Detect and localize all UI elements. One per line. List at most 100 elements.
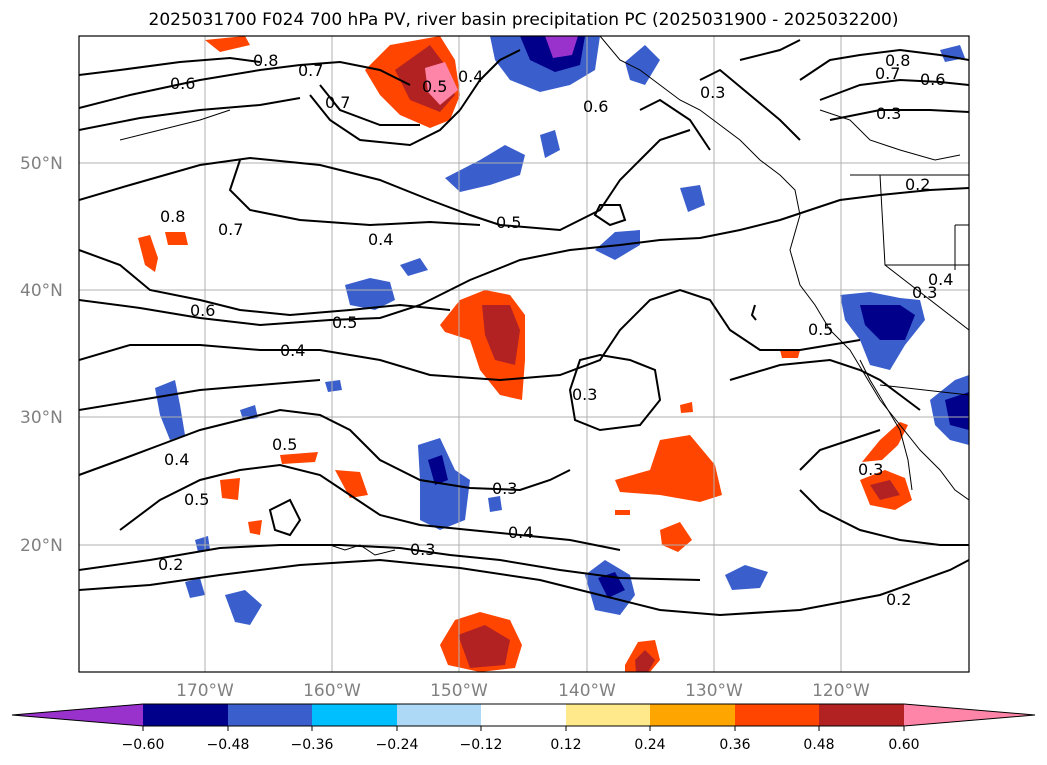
contour-label: 0.6 <box>920 70 945 89</box>
contour-label: 0.4 <box>508 523 533 542</box>
contour-label: 0.2 <box>158 555 183 574</box>
lon-label: 170°W <box>176 681 234 701</box>
contour-label: 0.4 <box>928 270 953 289</box>
negative-anomaly-region <box>185 578 205 598</box>
colorbar-tick-label: 0.60 <box>888 737 919 753</box>
positive-anomaly-region <box>138 235 158 272</box>
contour-label: 0.5 <box>272 435 297 454</box>
contour-label: 0.4 <box>458 67 483 86</box>
negative-anomaly-region <box>155 380 185 440</box>
colorbar-tick-label: −0.48 <box>207 737 250 753</box>
lat-label: 30°N <box>20 408 63 428</box>
colorbar-extend-low <box>12 704 143 726</box>
negative-anomaly-region <box>545 36 578 58</box>
negative-anomaly-region <box>540 130 560 158</box>
colorbar-segment <box>735 704 819 726</box>
contour-label: 0.4 <box>164 450 189 469</box>
positive-anomaly-region <box>280 452 318 464</box>
colorbar-segment <box>312 704 397 726</box>
positive-anomaly-region <box>165 232 188 245</box>
colorbar-tick-label: 0.36 <box>719 737 750 753</box>
positive-anomaly-region <box>248 520 262 535</box>
lon-label: 130°W <box>685 681 743 701</box>
contour-label: 0.3 <box>912 283 937 302</box>
map-gridlines <box>79 36 969 672</box>
negative-anomaly-region <box>860 305 915 340</box>
contour-label: 0.4 <box>280 341 305 360</box>
contour-label: 0.7 <box>325 93 350 112</box>
negative-anomaly-region <box>325 380 342 392</box>
contour-label: 0.2 <box>905 175 930 194</box>
contour-label: 0.2 <box>886 590 911 609</box>
coastlines <box>119 36 969 556</box>
positive-anomaly-region <box>870 480 900 500</box>
lat-label: 20°N <box>20 536 63 556</box>
positive-anomaly-region <box>615 435 722 502</box>
lat-label: 50°N <box>20 154 63 174</box>
negative-anomaly-region <box>625 45 660 85</box>
positive-anomaly-region <box>425 62 458 105</box>
map-title: 2025031700 F024 700 hPa PV, river basin … <box>148 10 899 30</box>
colorbar-tick-label: −0.24 <box>376 737 419 753</box>
negative-anomaly-region <box>945 392 969 430</box>
contour-label: 0.6 <box>190 301 215 320</box>
contour-label: 0.5 <box>184 490 209 509</box>
colorbar-tick-label: 0.12 <box>550 737 581 753</box>
contour-label: 0.8 <box>885 51 910 70</box>
contour-label: 0.6 <box>170 74 195 93</box>
latitude-labels: 50°N 40°N 30°N 20°N <box>20 154 63 556</box>
negative-anomaly-region <box>225 590 262 625</box>
positive-anomaly-region <box>635 650 655 672</box>
negative-anomaly-region <box>345 278 395 310</box>
colorbar: −0.60 −0.48 −0.36 −0.24 −0.12 0.12 0.24 … <box>11 703 1036 753</box>
negative-anomaly-region <box>680 185 705 212</box>
contour-label: 0.3 <box>700 83 725 102</box>
positive-anomaly-region <box>482 305 520 365</box>
colorbar-segment <box>566 704 650 726</box>
colorbar-segment <box>481 704 566 726</box>
negative-anomaly-region <box>445 145 525 192</box>
negative-anomaly-region <box>195 536 210 552</box>
positive-anomaly-region <box>615 510 630 515</box>
pv-contour-labels: 0.8 0.7 0.6 0.5 0.4 0.7 0.6 0.3 0.8 0.7 … <box>158 51 953 609</box>
contour-label: 0.3 <box>858 460 883 479</box>
contour-label: 0.8 <box>160 207 185 226</box>
contour-label: 0.4 <box>368 230 393 249</box>
negative-anomaly-region <box>428 455 448 485</box>
lon-label: 160°W <box>303 681 361 701</box>
colorbar-segment <box>397 704 481 726</box>
lon-label: 150°W <box>430 681 488 701</box>
contour-label: 0.3 <box>876 104 901 123</box>
lon-label: 120°W <box>812 681 870 701</box>
negative-anomaly-region <box>488 496 502 512</box>
positive-anomaly-region <box>862 422 908 462</box>
negative-anomaly-region <box>725 565 768 590</box>
negative-anomaly-region <box>400 258 428 276</box>
positive-anomaly-region <box>335 470 368 498</box>
map-border <box>78 35 970 673</box>
positive-anomaly-region <box>680 402 693 413</box>
contour-label: 0.3 <box>492 479 517 498</box>
positive-anomaly-region <box>205 36 250 52</box>
colorbar-tick-label: −0.60 <box>122 737 165 753</box>
contour-label: 0.3 <box>572 385 597 404</box>
colorbar-tick-label: 0.48 <box>803 737 834 753</box>
contour-label: 0.7 <box>298 61 323 80</box>
contour-label: 0.5 <box>422 77 447 96</box>
longitude-labels: 170°W 160°W 150°W 140°W 130°W 120°W <box>176 681 870 701</box>
colorbar-tick-label: 0.24 <box>634 737 665 753</box>
contour-label: 0.8 <box>253 51 278 70</box>
colorbar-tick-label: −0.12 <box>460 737 503 753</box>
colorbar-extend-high <box>904 704 1035 726</box>
colorbar-segment <box>650 704 735 726</box>
colorbar-segment <box>228 704 312 726</box>
contour-label: 0.5 <box>496 213 521 232</box>
colorbar-segment <box>143 704 228 726</box>
positive-anomaly-region <box>458 625 510 668</box>
contour-label: 0.5 <box>808 320 833 339</box>
lon-label: 140°W <box>558 681 616 701</box>
positive-anomaly-region <box>780 350 800 358</box>
contour-label: 0.7 <box>875 64 900 83</box>
colorbar-segment <box>819 704 904 726</box>
